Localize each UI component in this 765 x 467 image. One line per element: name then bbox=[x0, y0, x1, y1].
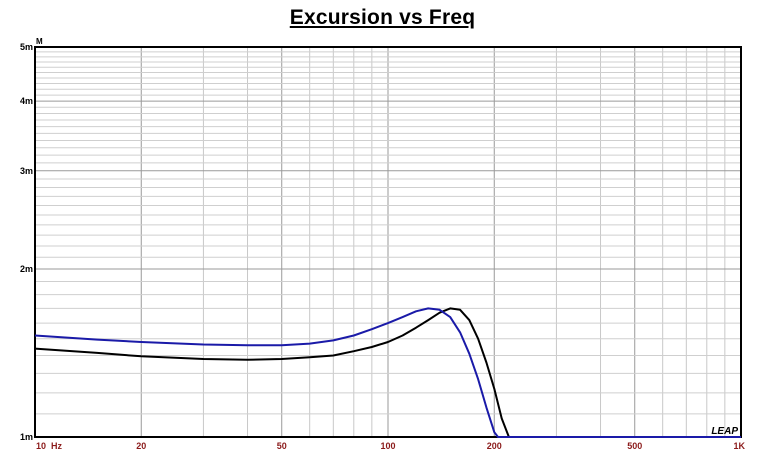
series-line-2 bbox=[34, 307, 741, 438]
x-tick-label: 20 bbox=[136, 441, 146, 451]
x-tick-label: 10 Hz bbox=[36, 441, 63, 451]
x-tick-label: 200 bbox=[487, 441, 502, 451]
x-tick-label: 1K bbox=[733, 441, 745, 451]
plot-frame bbox=[34, 46, 742, 438]
grid-lines bbox=[35, 47, 741, 437]
x-tick-label: 500 bbox=[627, 441, 642, 451]
x-tick-label: 50 bbox=[277, 441, 287, 451]
y-tick-label: 2m bbox=[20, 264, 33, 274]
series-line-1 bbox=[34, 307, 741, 438]
y-unit-label: M bbox=[36, 37, 43, 46]
x-tick-label: 100 bbox=[380, 441, 395, 451]
y-tick-label: 4m bbox=[20, 96, 33, 106]
y-tick-label: 5m bbox=[20, 42, 33, 52]
chart-title: Excursion vs Freq bbox=[289, 6, 476, 29]
series-lines bbox=[34, 307, 741, 438]
y-tick-label: 1m bbox=[20, 432, 33, 442]
tick-labels: 10 Hz 20 50 100 200 500 1K 1m 2m 3m 4m 5m bbox=[20, 42, 746, 451]
y-tick-label: 3m bbox=[20, 166, 33, 176]
leap-logo: LEAP bbox=[711, 426, 738, 437]
